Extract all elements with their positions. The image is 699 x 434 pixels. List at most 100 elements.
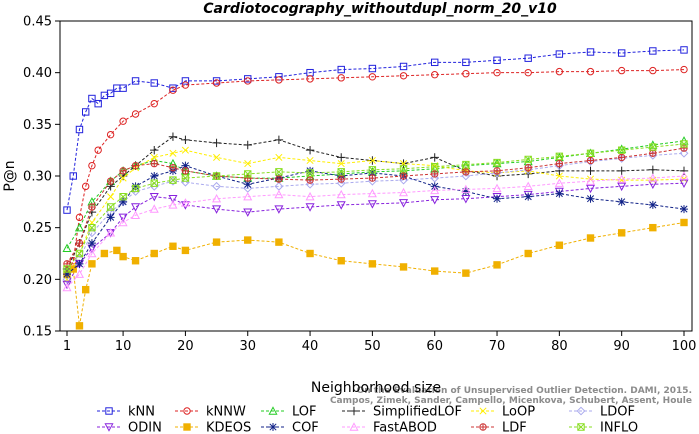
data-point xyxy=(168,176,178,186)
data-point xyxy=(131,162,140,170)
data-point xyxy=(431,163,439,171)
legend: kNN kNNW LOF SimplifiedLOF LoOP LDOF ODIN KDEOS… xyxy=(97,405,638,434)
x-tick-label: 1 xyxy=(63,339,71,354)
data-point xyxy=(367,188,377,198)
data-point xyxy=(337,257,345,265)
data-point xyxy=(462,160,470,169)
data-point xyxy=(524,192,533,201)
data-point xyxy=(337,153,346,162)
data-point xyxy=(119,167,127,175)
y-tick-label: 0.25 xyxy=(23,221,52,236)
legend-item-ldof: LDOF xyxy=(569,405,635,420)
data-point xyxy=(555,50,564,58)
data-point xyxy=(168,195,178,204)
series-inflo xyxy=(63,140,688,273)
data-point xyxy=(492,183,502,193)
series-line-kdeos xyxy=(66,222,685,326)
legend-marker xyxy=(349,422,359,431)
data-point xyxy=(368,73,377,81)
data-point xyxy=(63,206,71,214)
chart-title: Cardiotocography_withoutdupl_norm_20_v10 xyxy=(203,1,557,17)
data-point xyxy=(617,66,626,75)
data-point xyxy=(181,81,190,89)
data-point xyxy=(431,170,439,178)
data-point xyxy=(461,195,471,204)
data-point xyxy=(306,169,314,177)
x-tick-label: 40 xyxy=(302,339,319,354)
data-point xyxy=(244,236,252,244)
data-point xyxy=(131,184,140,193)
legend-label: kNNW xyxy=(206,405,246,420)
data-point xyxy=(555,172,563,180)
x-tick-label: 60 xyxy=(426,339,443,354)
data-point xyxy=(81,108,90,116)
data-point xyxy=(131,257,140,265)
data-point xyxy=(169,176,177,184)
watermark-text: On the Evaluation of Unsupervised Outlie… xyxy=(357,386,692,396)
data-point xyxy=(555,159,564,168)
data-point xyxy=(106,213,115,222)
data-point xyxy=(181,167,190,175)
data-point xyxy=(493,68,501,77)
series-knn xyxy=(63,46,688,214)
data-point xyxy=(275,153,283,161)
data-point xyxy=(679,166,689,176)
y-tick-label: 0.15 xyxy=(23,325,52,340)
data-point xyxy=(244,77,252,85)
data-point xyxy=(74,269,85,278)
data-point xyxy=(106,89,115,98)
data-point xyxy=(212,172,221,180)
data-point xyxy=(586,149,595,157)
data-point xyxy=(131,77,140,85)
data-point xyxy=(431,267,439,275)
data-point xyxy=(131,110,140,118)
data-point xyxy=(617,166,626,176)
data-point xyxy=(275,168,283,176)
data-point xyxy=(555,189,564,198)
series-kdeos xyxy=(63,218,688,330)
data-point xyxy=(106,203,115,211)
data-point xyxy=(524,68,532,77)
legend-marker xyxy=(105,407,113,415)
data-point xyxy=(150,179,158,187)
data-point xyxy=(679,171,689,180)
x-tick-label: 10 xyxy=(115,339,132,354)
data-point xyxy=(585,176,596,185)
data-point xyxy=(555,152,564,161)
y-tick-label: 0.35 xyxy=(23,118,52,133)
data-point xyxy=(274,135,284,145)
legend-item-knn: kNN xyxy=(97,405,155,420)
data-point xyxy=(680,205,688,214)
data-point xyxy=(150,249,158,258)
data-point xyxy=(62,282,72,292)
data-point xyxy=(586,67,595,76)
data-point xyxy=(169,86,177,94)
data-point xyxy=(367,200,377,209)
data-point xyxy=(212,193,222,203)
data-point xyxy=(150,145,159,155)
data-point xyxy=(94,99,102,108)
data-point xyxy=(150,99,158,108)
data-point xyxy=(617,197,626,206)
data-point xyxy=(649,223,657,232)
data-point xyxy=(680,218,688,227)
data-point xyxy=(306,156,314,165)
legend-marker xyxy=(183,407,191,415)
data-point xyxy=(399,187,409,197)
data-point xyxy=(75,239,84,247)
data-point xyxy=(492,168,502,178)
data-point xyxy=(493,261,501,269)
data-point xyxy=(168,132,178,141)
y-axis-label: P@n xyxy=(2,160,18,191)
legend-marker xyxy=(479,407,487,415)
data-point xyxy=(306,249,314,258)
data-point xyxy=(617,49,626,57)
data-point xyxy=(399,72,408,80)
data-point xyxy=(306,166,315,175)
data-point xyxy=(63,265,71,273)
legend-label: FastABOD xyxy=(373,421,437,434)
data-point xyxy=(119,117,127,125)
data-point xyxy=(180,198,190,207)
legend-item-knnw: kNNW xyxy=(175,405,246,420)
legend-item-fastabod: FastABOD xyxy=(342,421,437,434)
